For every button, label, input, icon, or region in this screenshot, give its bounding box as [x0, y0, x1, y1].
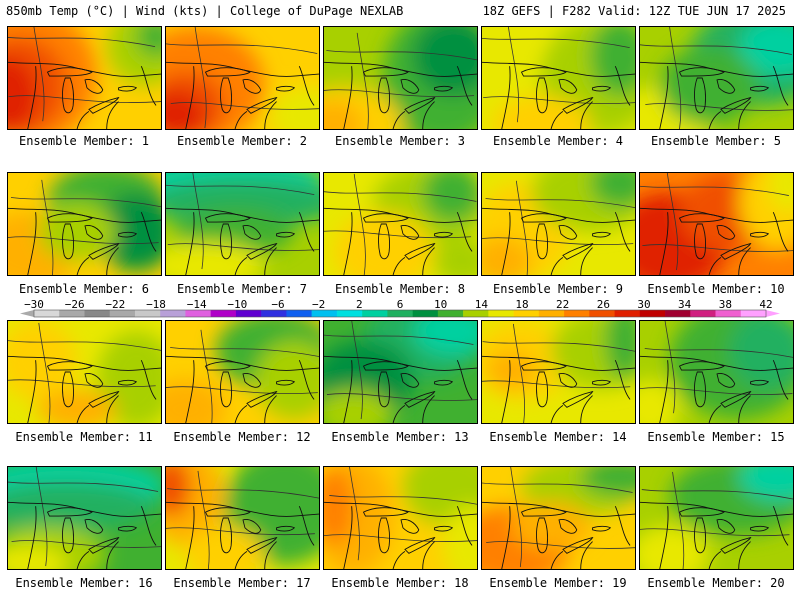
ensemble-member-label: Ensemble Member: 10 [647, 282, 785, 296]
ensemble-member-map [7, 172, 162, 276]
colorbar-swatch [538, 310, 565, 317]
colorbar-swatch [311, 310, 338, 317]
ensemble-member-map [165, 172, 320, 276]
colorbar-tick-label: 2 [356, 298, 363, 311]
colorbar-tick-label: 42 [759, 298, 772, 311]
colorbar-tick-label: 10 [434, 298, 447, 311]
colorbar-swatch [185, 310, 211, 317]
ensemble-member-label: Ensemble Member: 1 [18, 134, 150, 148]
header-valid-time: 18Z GEFS | F282 Valid: 12Z TUE JUN 17 20… [482, 4, 786, 18]
ensemble-member-map [7, 466, 162, 570]
colorbar-high-arrow [766, 310, 780, 317]
colorbar-tick-label: −2 [312, 298, 325, 311]
colorbar-swatch [261, 310, 287, 317]
colorbar-swatch [34, 310, 60, 317]
ensemble-member-label: Ensemble Member: 15 [647, 430, 785, 444]
colorbar-tick-label: 18 [515, 298, 528, 311]
ensemble-member-label: Ensemble Member: 11 [15, 430, 153, 444]
colorbar-swatch [336, 310, 363, 317]
ensemble-member-label: Ensemble Member: 17 [173, 576, 311, 590]
ensemble-member-map [323, 466, 478, 570]
ensemble-member-label: Ensemble Member: 14 [489, 430, 627, 444]
ensemble-member-label: Ensemble Member: 2 [176, 134, 308, 148]
ensemble-member-map [323, 26, 478, 130]
colorbar-tick-label: −26 [65, 298, 85, 311]
colorbar-tick-label: −18 [146, 298, 166, 311]
colorbar-tick-label: −22 [105, 298, 125, 311]
colorbar-tick-label: 14 [475, 298, 489, 311]
colorbar-swatch [134, 310, 161, 317]
header-title: 850mb Temp (°C) | Wind (kts) | College o… [6, 4, 404, 18]
ensemble-member-map [481, 320, 636, 424]
colorbar-swatch [488, 310, 514, 317]
colorbar-tick-label: 30 [637, 298, 650, 311]
ensemble-member-label: Ensemble Member: 18 [331, 576, 469, 590]
colorbar-swatch [235, 310, 262, 317]
ensemble-member-label: Ensemble Member: 16 [15, 576, 153, 590]
ensemble-member-label: Ensemble Member: 9 [492, 282, 624, 296]
colorbar-tick-label: −30 [24, 298, 44, 311]
ensemble-member-label: Ensemble Member: 8 [334, 282, 466, 296]
ensemble-member-label: Ensemble Member: 4 [492, 134, 624, 148]
colorbar-swatch [286, 310, 312, 317]
colorbar-swatch [665, 310, 691, 317]
ensemble-member-map [7, 26, 162, 130]
colorbar-swatch [715, 310, 742, 317]
temperature-colorbar: −30 −26 −22 −18 −14 −10 −6 −2 2 6 10 14 18 22 26 30 34 38… [0, 298, 800, 320]
ensemble-member-map [481, 26, 636, 130]
colorbar-swatch [614, 310, 641, 317]
ensemble-member-label: Ensemble Member: 6 [18, 282, 150, 296]
ensemble-member-label: Ensemble Member: 19 [489, 576, 627, 590]
colorbar-swatch [59, 310, 85, 317]
ensemble-member-label: Ensemble Member: 13 [331, 430, 469, 444]
ensemble-member-map [639, 172, 794, 276]
colorbar-tick-label: −14 [187, 298, 207, 311]
ensemble-member-label: Ensemble Member: 12 [173, 430, 311, 444]
ensemble-member-map [639, 466, 794, 570]
ensemble-member-map [323, 172, 478, 276]
ensemble-member-map [481, 466, 636, 570]
colorbar-swatch [463, 310, 489, 317]
colorbar-tick-label: 26 [597, 298, 610, 311]
ensemble-member-label: Ensemble Member: 5 [650, 134, 782, 148]
colorbar-swatch [564, 310, 590, 317]
colorbar-tick-label: 22 [556, 298, 569, 311]
ensemble-member-map [481, 172, 636, 276]
ensemble-member-map [323, 320, 478, 424]
colorbar-tick-label: 38 [719, 298, 732, 311]
ensemble-member-label: Ensemble Member: 3 [334, 134, 466, 148]
colorbar-swatch [690, 310, 716, 317]
ensemble-member-map [165, 466, 320, 570]
colorbar-swatch [589, 310, 615, 317]
colorbar-tick-label: 6 [397, 298, 404, 311]
colorbar-tick-label: 34 [678, 298, 692, 311]
ensemble-member-map [639, 320, 794, 424]
colorbar-swatch [437, 310, 464, 317]
colorbar-swatch [513, 310, 540, 317]
ensemble-member-map [165, 26, 320, 130]
colorbar-swatch [210, 310, 237, 317]
colorbar-swatch [160, 310, 186, 317]
colorbar-tick-label: −6 [271, 298, 284, 311]
colorbar-swatch [84, 310, 111, 317]
colorbar-low-arrow [20, 310, 34, 317]
colorbar-tick-label: −10 [227, 298, 247, 311]
ensemble-member-map [165, 320, 320, 424]
colorbar-swatch [387, 310, 413, 317]
colorbar-swatch [362, 310, 388, 317]
ensemble-member-label: Ensemble Member: 7 [176, 282, 308, 296]
ensemble-member-label: Ensemble Member: 20 [647, 576, 785, 590]
colorbar-swatch [740, 310, 767, 317]
colorbar-swatch [412, 310, 439, 317]
ensemble-member-map [7, 320, 162, 424]
colorbar-swatch [109, 310, 136, 317]
ensemble-member-map [639, 26, 794, 130]
colorbar-swatch [639, 310, 666, 317]
colorbar-svg: −30 −26 −22 −18 −14 −10 −6 −2 2 6 10 14 18 22 26 30 34 38… [20, 298, 780, 318]
